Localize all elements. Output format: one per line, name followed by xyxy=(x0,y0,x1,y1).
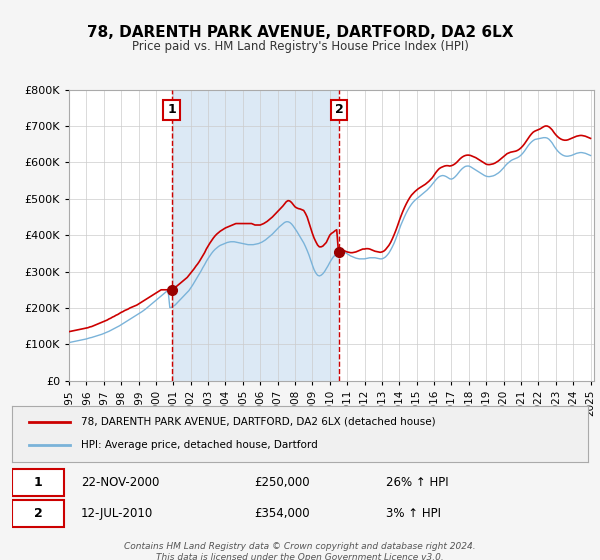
Text: 78, DARENTH PARK AVENUE, DARTFORD, DA2 6LX: 78, DARENTH PARK AVENUE, DARTFORD, DA2 6… xyxy=(87,25,513,40)
Text: 78, DARENTH PARK AVENUE, DARTFORD, DA2 6LX (detached house): 78, DARENTH PARK AVENUE, DARTFORD, DA2 6… xyxy=(81,417,436,427)
Text: 22-NOV-2000: 22-NOV-2000 xyxy=(81,476,160,489)
Text: This data is licensed under the Open Government Licence v3.0.: This data is licensed under the Open Gov… xyxy=(156,553,444,560)
Bar xyxy=(172,90,339,381)
Text: Contains HM Land Registry data © Crown copyright and database right 2024.: Contains HM Land Registry data © Crown c… xyxy=(124,542,476,550)
Text: Price paid vs. HM Land Registry's House Price Index (HPI): Price paid vs. HM Land Registry's House … xyxy=(131,40,469,53)
Text: £354,000: £354,000 xyxy=(254,507,310,520)
Text: 1: 1 xyxy=(34,476,42,489)
Text: 2: 2 xyxy=(335,104,344,116)
Text: £250,000: £250,000 xyxy=(254,476,310,489)
Text: 12-JUL-2010: 12-JUL-2010 xyxy=(81,507,154,520)
Text: 26% ↑ HPI: 26% ↑ HPI xyxy=(386,476,449,489)
Text: HPI: Average price, detached house, Dartford: HPI: Average price, detached house, Dart… xyxy=(81,440,318,450)
Text: 1: 1 xyxy=(167,104,176,116)
Text: 3% ↑ HPI: 3% ↑ HPI xyxy=(386,507,442,520)
Text: 2: 2 xyxy=(34,507,42,520)
FancyBboxPatch shape xyxy=(12,501,64,528)
FancyBboxPatch shape xyxy=(12,469,64,496)
